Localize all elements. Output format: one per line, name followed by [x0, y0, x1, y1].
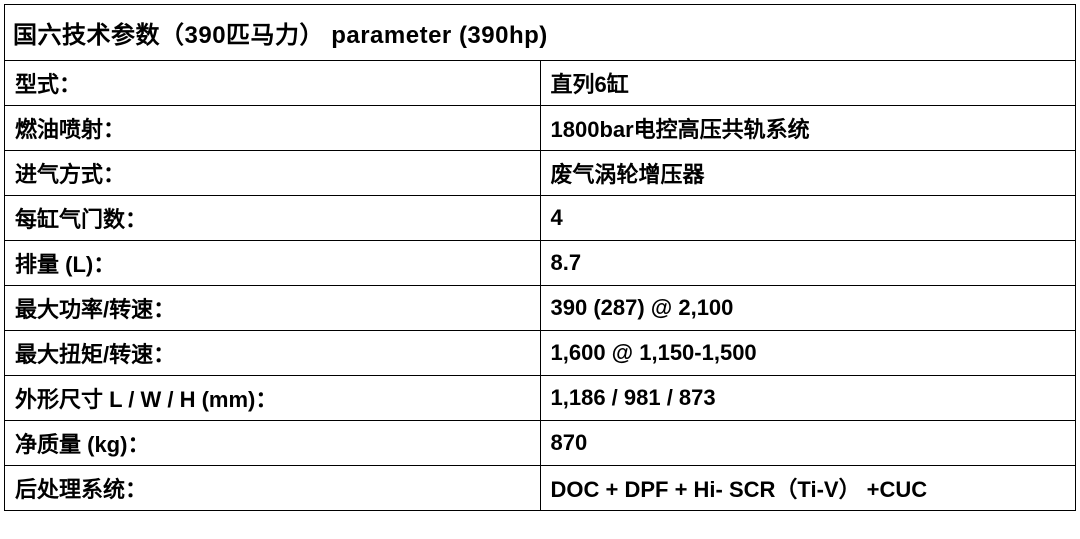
row-value: 390 (287) @ 2,100	[540, 286, 1076, 331]
table-title: 国六技术参数（390匹马力） parameter (390hp)	[5, 5, 1076, 61]
row-label: 排量 (L)：	[5, 241, 541, 286]
row-value: 1,186 / 981 / 873	[540, 376, 1076, 421]
row-label: 外形尺寸 L / W / H (mm)：	[5, 376, 541, 421]
table-row: 最大扭矩/转速： 1,600 @ 1,150-1,500	[5, 331, 1076, 376]
spec-table: 国六技术参数（390匹马力） parameter (390hp) 型式： 直列6…	[4, 4, 1076, 511]
row-label: 净质量 (kg)：	[5, 421, 541, 466]
row-label: 型式：	[5, 61, 541, 106]
row-label: 每缸气门数：	[5, 196, 541, 241]
table-row: 后处理系统： DOC + DPF + Hi- SCR（Ti-V） +CUC	[5, 466, 1076, 511]
row-value: 1800bar电控高压共轨系统	[540, 106, 1076, 151]
table-row: 排量 (L)： 8.7	[5, 241, 1076, 286]
table-row: 燃油喷射： 1800bar电控高压共轨系统	[5, 106, 1076, 151]
row-value: 8.7	[540, 241, 1076, 286]
table-row: 外形尺寸 L / W / H (mm)： 1,186 / 981 / 873	[5, 376, 1076, 421]
row-value: 直列6缸	[540, 61, 1076, 106]
table-body: 型式： 直列6缸 燃油喷射： 1800bar电控高压共轨系统 进气方式： 废气涡…	[5, 61, 1076, 511]
table-row: 每缸气门数： 4	[5, 196, 1076, 241]
table-header-row: 国六技术参数（390匹马力） parameter (390hp)	[5, 5, 1076, 61]
row-value: 1,600 @ 1,150-1,500	[540, 331, 1076, 376]
table-row: 进气方式： 废气涡轮增压器	[5, 151, 1076, 196]
row-value: 4	[540, 196, 1076, 241]
table-row: 净质量 (kg)： 870	[5, 421, 1076, 466]
row-label: 进气方式：	[5, 151, 541, 196]
row-label: 最大功率/转速：	[5, 286, 541, 331]
table-row: 型式： 直列6缸	[5, 61, 1076, 106]
row-label: 最大扭矩/转速：	[5, 331, 541, 376]
table-row: 最大功率/转速： 390 (287) @ 2,100	[5, 286, 1076, 331]
row-label: 燃油喷射：	[5, 106, 541, 151]
row-value: DOC + DPF + Hi- SCR（Ti-V） +CUC	[540, 466, 1076, 511]
row-value: 870	[540, 421, 1076, 466]
row-value: 废气涡轮增压器	[540, 151, 1076, 196]
row-label: 后处理系统：	[5, 466, 541, 511]
